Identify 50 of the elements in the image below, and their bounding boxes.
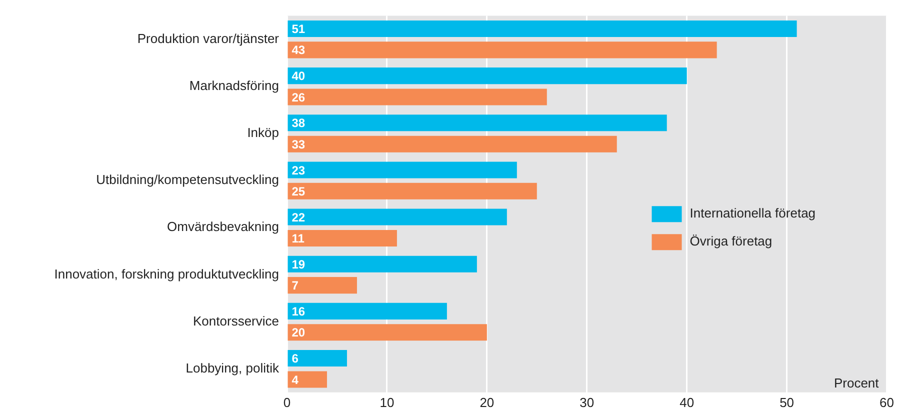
y-tick-label: Kontorsservice <box>193 313 279 328</box>
data-label: 40 <box>292 69 306 84</box>
bar <box>288 88 547 106</box>
data-label: 20 <box>292 326 306 340</box>
data-label: 11 <box>292 232 305 246</box>
x-tick-label: 30 <box>580 394 594 410</box>
data-label: 22 <box>292 210 306 224</box>
x-tick-label: 0 <box>283 394 291 410</box>
x-tick-label: 60 <box>880 394 894 410</box>
x-tick-label: 20 <box>480 394 494 410</box>
data-label: 25 <box>292 184 306 198</box>
bar <box>288 350 347 367</box>
data-label: 33 <box>292 137 306 152</box>
bar <box>288 136 617 152</box>
legend-label: Övriga företag <box>690 234 772 249</box>
bar <box>288 277 357 294</box>
data-label: 26 <box>292 90 306 104</box>
y-tick-label: Innovation, forskning produktutveckling <box>54 266 279 282</box>
x-tick-label: 40 <box>680 394 694 410</box>
bar <box>288 68 687 84</box>
data-label: 7 <box>292 278 299 293</box>
x-axis-title: Procent <box>834 375 880 390</box>
bar <box>288 208 507 226</box>
y-tick-label: Lobbying, politik <box>186 360 280 376</box>
y-tick-label: Inköp <box>247 125 279 140</box>
x-tick-label: 50 <box>780 394 794 410</box>
bar <box>288 182 537 200</box>
y-tick-label: Marknadsföring <box>189 78 279 93</box>
bar <box>288 230 397 246</box>
x-tick-label: 10 <box>380 394 394 410</box>
bar <box>288 20 797 38</box>
data-label: 19 <box>292 257 306 272</box>
data-label: 43 <box>292 43 306 58</box>
bar <box>288 162 517 178</box>
bar <box>288 42 717 58</box>
bar <box>288 324 487 341</box>
y-tick-label: Produktion varor/tjänster <box>137 30 280 46</box>
bar <box>288 256 477 272</box>
data-label: 38 <box>292 116 306 130</box>
data-label: 6 <box>292 352 299 366</box>
bar <box>288 371 327 388</box>
data-label: 51 <box>292 22 306 36</box>
bar <box>288 302 447 320</box>
data-label: 4 <box>292 372 299 387</box>
bar <box>288 114 667 132</box>
y-tick-label: Utbildning/kompetensutveckling <box>96 172 279 188</box>
y-tick-label: Omvärdsbevakning <box>167 219 279 234</box>
data-label: 23 <box>292 163 306 178</box>
legend-label: Internationella företag <box>690 206 816 221</box>
data-label: 16 <box>292 304 306 319</box>
